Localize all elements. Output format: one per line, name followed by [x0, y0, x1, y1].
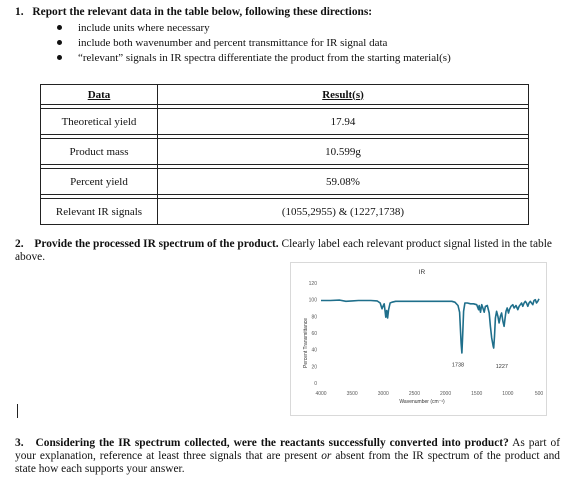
y-tick-label: 60: [311, 331, 317, 337]
x-axis-label: Wavenumber (cm⁻¹): [399, 399, 445, 405]
y-tick-label: 40: [311, 348, 317, 354]
row-value[interactable]: 17.94: [157, 108, 529, 135]
header-results: Result(s): [157, 84, 529, 105]
question-number: 3.: [15, 437, 24, 449]
row-value[interactable]: 59.08%: [157, 168, 529, 195]
question-3: 3. Considering the IR spectrum collected…: [15, 437, 560, 476]
bullet-dot-icon: [57, 40, 62, 45]
bullet-text: “relevant” signals in IR spectra differe…: [78, 52, 451, 64]
peak-annotation: 1227: [496, 364, 508, 370]
question-or: or: [321, 450, 332, 462]
ir-spectrum-chart: IR Percent Transmittance Wavenumber (cm⁻…: [290, 262, 547, 416]
question-2: 2. Provide the processed IR spectrum of …: [15, 238, 555, 264]
row-label: Relevant IR signals: [40, 198, 158, 225]
y-tick-label: 80: [311, 314, 317, 320]
row-label: Theoretical yield: [40, 108, 158, 135]
spectrum-line: [321, 298, 540, 354]
row-value[interactable]: (1055,2955) & (1227,1738): [157, 198, 529, 225]
x-tick-label: 1000: [502, 391, 513, 397]
row-label: Product mass: [40, 138, 158, 165]
x-tick-label: 3000: [378, 391, 389, 397]
bullet-dot-icon: [57, 55, 62, 60]
x-tick-label: 4000: [315, 391, 326, 397]
x-tick-label: 3500: [347, 391, 358, 397]
chart-title: IR: [419, 269, 426, 276]
question-heading: Report the relevant data in the table be…: [32, 6, 373, 18]
question-number: 1.: [15, 6, 24, 18]
row-label: Percent yield: [40, 168, 158, 195]
text-cursor: [17, 404, 18, 418]
y-tick-label: 20: [311, 364, 317, 370]
x-tick-label: 2000: [440, 391, 451, 397]
question-rest: Clearly label each relevant product sign…: [15, 238, 552, 263]
row-value[interactable]: 10.599g: [157, 138, 529, 165]
y-tick-label: 100: [309, 298, 318, 304]
question-rest-2: absent from the IR spectrum of the produ…: [15, 450, 560, 475]
table-row: Relevant IR signals (1055,2955) & (1227,…: [40, 198, 529, 225]
table-row: Product mass 10.599g: [40, 138, 529, 165]
question-rest: As part of your explanation, reference a…: [15, 437, 560, 462]
table-row: Percent yield 59.08%: [40, 168, 529, 195]
bullet-text: include both wavenumber and percent tran…: [78, 37, 388, 49]
table-header-row: Data Result(s): [40, 84, 529, 105]
question-number: 2.: [15, 238, 24, 250]
table-row: Theoretical yield 17.94: [40, 108, 529, 135]
x-tick-label: 1500: [471, 391, 482, 397]
y-tick-label: 0: [314, 381, 317, 387]
question-bold: Considering the IR spectrum collected, w…: [35, 437, 509, 449]
results-table: Data Result(s) Theoretical yield 17.94 P…: [40, 84, 529, 225]
bullet-dot-icon: [57, 25, 62, 30]
x-tick-label: 2500: [409, 391, 420, 397]
y-tick-label: 120: [309, 281, 318, 287]
y-axis-label: Percent Transmittance: [303, 318, 309, 368]
bullet-text: include units where necessary: [78, 22, 210, 34]
question-1: 1. Report the relevant data in the table…: [15, 6, 372, 19]
x-tick-label: 500: [535, 391, 544, 397]
question-bold: Provide the processed IR spectrum of the…: [34, 238, 279, 250]
chart-svg: IR Percent Transmittance Wavenumber (cm⁻…: [303, 269, 544, 405]
header-data: Data: [40, 84, 158, 105]
peak-annotation: 1738: [452, 362, 464, 368]
